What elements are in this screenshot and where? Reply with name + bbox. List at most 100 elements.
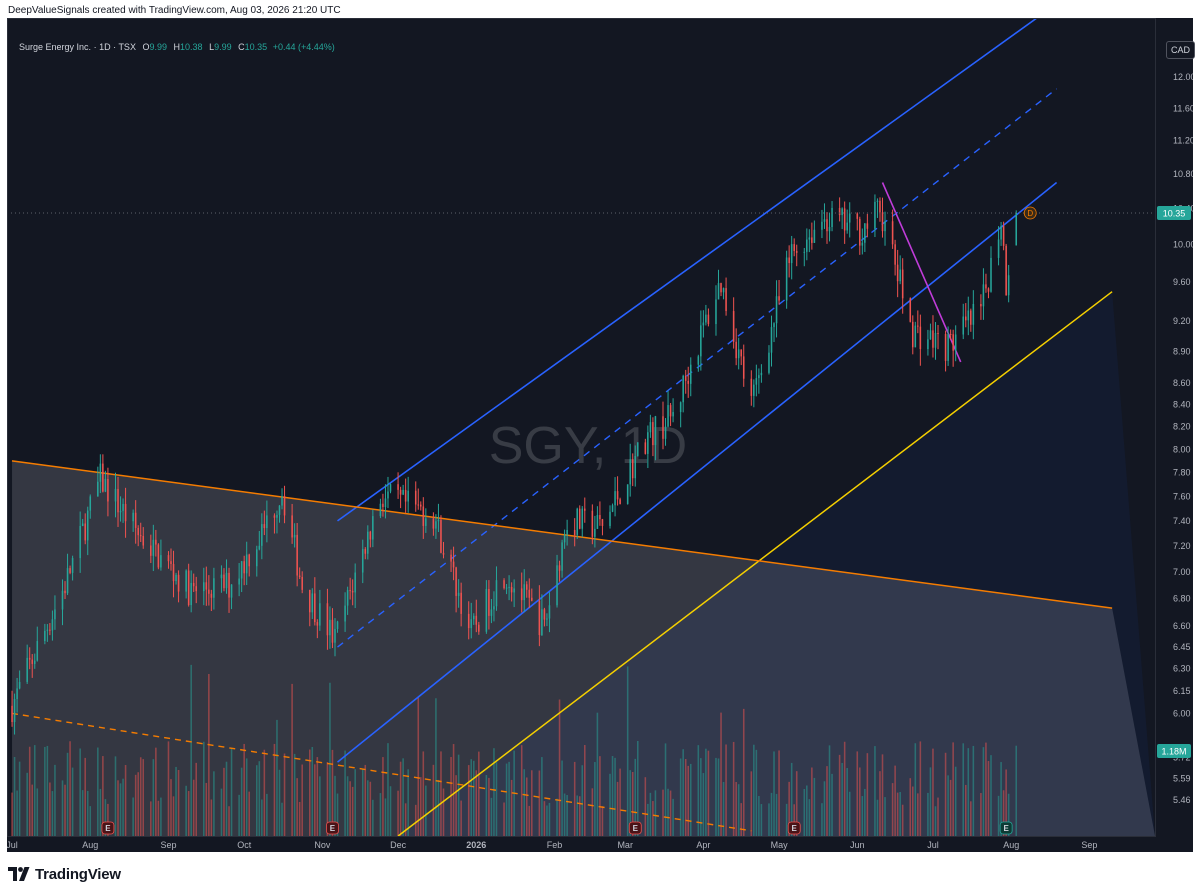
volume-bar [803, 789, 806, 836]
candle [97, 466, 99, 497]
candle [266, 500, 268, 543]
candle-body [927, 339, 929, 350]
candle-body [240, 561, 243, 579]
time-tick-label: Jun [850, 840, 865, 850]
volume-bar [672, 798, 674, 836]
volume-bar [1015, 745, 1018, 836]
open-value: 9.99 [149, 42, 168, 52]
volume-bar [669, 790, 672, 836]
candle-body [33, 660, 36, 664]
volume-bar [26, 772, 28, 836]
candle [891, 209, 894, 249]
volume-bar [472, 760, 475, 836]
volume-bar [266, 793, 268, 836]
candle [187, 563, 190, 607]
volume-bar [64, 784, 66, 836]
candle-body [856, 213, 859, 219]
volume-bar [33, 745, 36, 836]
price-tick-label: 6.15 [1173, 686, 1191, 696]
footer-brand[interactable]: TradingView [8, 864, 121, 884]
candle-body [485, 589, 488, 632]
candle-body [684, 375, 687, 381]
price-tick-label: 7.40 [1173, 516, 1191, 526]
candle [336, 620, 339, 633]
candle-body [248, 554, 250, 567]
volume-bar [61, 780, 64, 836]
candle [457, 579, 460, 608]
candle [417, 488, 420, 510]
volume-bar [152, 759, 155, 836]
volume-bar [652, 801, 654, 836]
time-tick-label: Jul [7, 840, 18, 850]
volume-bar [124, 765, 127, 836]
candle-body [208, 589, 210, 594]
time-tick-label: Apr [696, 840, 710, 850]
candle [435, 514, 437, 539]
high-value: 10.38 [180, 42, 203, 52]
candle [631, 453, 634, 487]
candle [384, 484, 387, 519]
candle-body [425, 518, 427, 526]
earnings-label: E [330, 824, 336, 833]
candle [240, 560, 243, 593]
volume-bar [273, 743, 276, 836]
price-tick-label: 8.40 [1173, 400, 1191, 410]
candle [192, 573, 195, 592]
candle [644, 438, 647, 455]
candle-body [631, 459, 634, 479]
volume-bar [954, 766, 957, 836]
time-tick-label: May [771, 840, 789, 850]
earnings-marker: E [787, 821, 801, 835]
volume-bar [36, 788, 39, 836]
candle-body [528, 589, 531, 598]
candle-body [970, 310, 972, 325]
candle [1000, 221, 1002, 246]
volume-bar [402, 758, 404, 836]
price-chart[interactable]: SGY, 1DDEEEEE12.4012.0011.6011.2010.8010… [7, 18, 1193, 852]
candle [177, 570, 180, 603]
currency-button[interactable]: CAD [1166, 41, 1195, 59]
candle [864, 223, 866, 252]
candle [919, 314, 922, 366]
candle-body [1005, 245, 1007, 296]
volume-bar [467, 765, 470, 836]
price-tick-label: 7.80 [1173, 468, 1191, 478]
candle [543, 607, 546, 627]
candle [856, 212, 859, 231]
price-tick-label: 11.60 [1173, 103, 1193, 113]
volume-bar [367, 780, 369, 836]
volume-bar [629, 770, 631, 836]
candle [843, 201, 846, 244]
candle [331, 608, 334, 649]
candle-body [740, 349, 742, 357]
symbol-legend[interactable]: Surge Energy Inc. · 1D · TSX O9.99 H10.3… [19, 42, 335, 52]
volume-bar [581, 765, 584, 836]
volume-bar [298, 801, 301, 836]
candle [609, 505, 611, 529]
change-value: +0.44 (+4.44%) [272, 42, 335, 52]
volume-bar [616, 781, 619, 836]
candle [937, 325, 939, 350]
volume-bar [884, 797, 886, 836]
candle-body [793, 244, 795, 252]
volume-bar [208, 674, 210, 836]
candle [86, 506, 89, 556]
volume-bar [16, 790, 18, 836]
candle [51, 610, 54, 641]
candle-body [654, 416, 657, 446]
volume-bar [705, 748, 707, 836]
candle [425, 508, 427, 533]
volume-bar [316, 757, 319, 836]
volume-bar [460, 800, 462, 836]
candle-body [402, 489, 404, 495]
chart-frame[interactable]: SGY, 1DDEEEEE12.4012.0011.6011.2010.8010… [7, 18, 1195, 852]
candle [697, 354, 700, 372]
volume-bar [351, 786, 354, 836]
candle-body [790, 244, 793, 264]
volume-bar [964, 784, 967, 836]
candle-body [155, 539, 157, 545]
candle [273, 513, 276, 534]
candle [806, 228, 808, 261]
candle [927, 329, 929, 356]
volume-bar [899, 792, 901, 836]
